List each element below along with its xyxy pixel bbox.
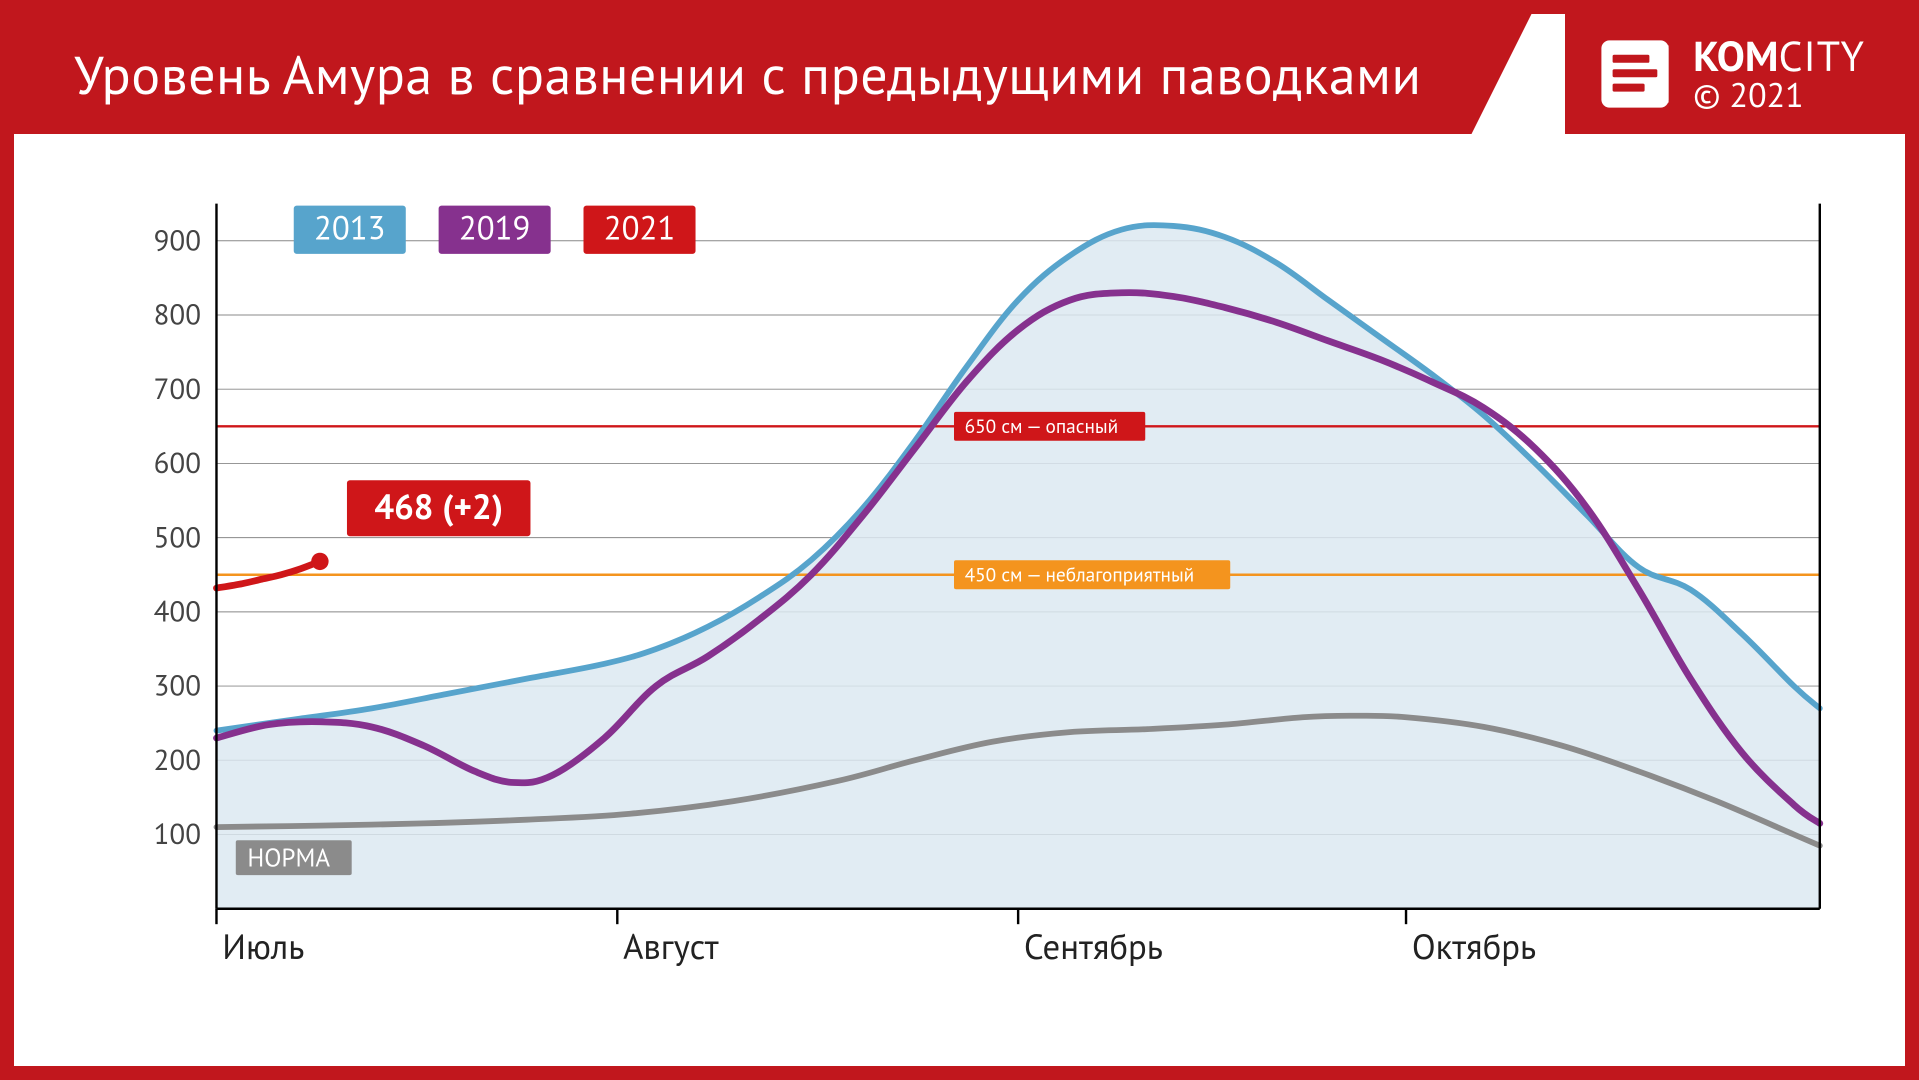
header: Уровень Амура в сравнении с предыдущими … bbox=[14, 14, 1905, 134]
series-y2021-marker bbox=[311, 553, 328, 570]
title-banner: Уровень Амура в сравнении с предыдущими … bbox=[14, 14, 1532, 134]
y-tick-label: 900 bbox=[154, 221, 201, 258]
threshold-label: 450 см — неблагоприятный bbox=[965, 563, 1195, 588]
legend-label-y2013: 2013 bbox=[314, 207, 386, 249]
legend-label-y2021: 2021 bbox=[604, 207, 676, 249]
y-tick-label: 600 bbox=[154, 444, 201, 481]
brand-block: KOMCITY © 2021 bbox=[1565, 14, 1905, 134]
x-tick-label: Октябрь bbox=[1412, 924, 1536, 969]
brand-name: KOMCITY bbox=[1693, 34, 1865, 78]
chart-area: 100 200 300 400 500 600 700 800 900 650 см — опас… bbox=[104, 194, 1855, 986]
y-tick-label: 500 bbox=[154, 518, 201, 555]
page-title: Уровень Амура в сравнении с предыдущими … bbox=[74, 39, 1422, 109]
y-tick-label: 100 bbox=[154, 815, 201, 852]
infographic-frame: Уровень Амура в сравнении с предыдущими … bbox=[0, 0, 1919, 1080]
norma-label: НОРМА bbox=[247, 840, 330, 873]
x-tick-label: Август bbox=[623, 924, 719, 969]
current-value-label: 468 (+2) bbox=[374, 484, 503, 529]
y-tick-label: 700 bbox=[154, 370, 201, 407]
x-tick-label: Июль bbox=[222, 924, 304, 969]
y-tick-label: 800 bbox=[154, 296, 201, 333]
legend-label-y2019: 2019 bbox=[459, 207, 531, 249]
threshold-label: 650 см — опасный bbox=[965, 414, 1119, 439]
y-tick-label: 400 bbox=[154, 593, 201, 630]
brand-text: KOMCITY © 2021 bbox=[1693, 34, 1865, 114]
y-tick-label: 300 bbox=[154, 667, 201, 704]
line-chart: 100 200 300 400 500 600 700 800 900 650 см — опас… bbox=[104, 194, 1855, 986]
komcity-logo-icon bbox=[1595, 34, 1675, 114]
header-gap bbox=[1532, 14, 1566, 134]
x-tick-label: Сентябрь bbox=[1024, 924, 1163, 969]
brand-copyright: © 2021 bbox=[1693, 78, 1865, 114]
y-tick-label: 200 bbox=[154, 741, 201, 778]
